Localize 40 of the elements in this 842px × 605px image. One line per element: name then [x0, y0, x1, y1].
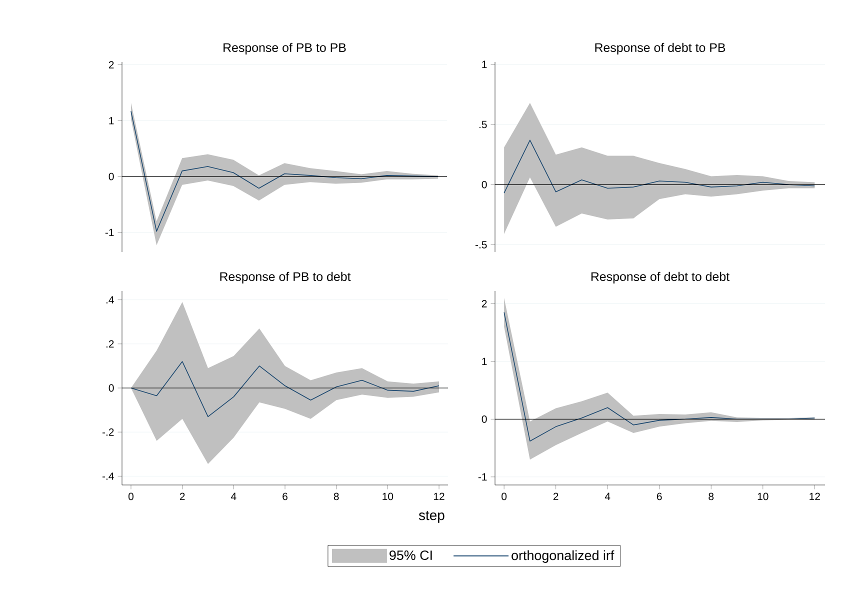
x-tick-label: 10	[758, 492, 768, 500]
chart-title: Response of debt to PB	[595, 42, 726, 54]
x-tick-label: 8	[708, 492, 714, 500]
x-tick-label: 0	[128, 492, 134, 500]
y-tick-label: .5	[479, 120, 487, 128]
x-tick-label: 0	[502, 492, 507, 500]
y-tick-label: .2	[106, 340, 114, 348]
y-tick-label: -.4	[102, 472, 114, 480]
y-tick-label: 1	[482, 60, 487, 68]
y-tick-label: -.2	[102, 428, 114, 436]
x-axis-title: step	[418, 511, 444, 523]
line-series	[130, 361, 440, 418]
y-tick-label: 0	[108, 384, 114, 392]
y-tick-label: 0	[108, 172, 114, 180]
x-tick-label: 2	[180, 492, 185, 500]
y-tick-label: 1	[109, 117, 114, 124]
x-tick-label: 10	[382, 492, 394, 500]
x-tick-label: 8	[334, 492, 339, 500]
chart-title: Response of PB to debt	[220, 272, 351, 284]
x-tick-label: 2	[553, 492, 558, 500]
x-tick-label: 12	[434, 492, 444, 500]
y-tick-label: -1	[105, 228, 114, 236]
y-tick-label: -1	[478, 473, 487, 480]
y-tick-label: 1	[482, 358, 487, 366]
y-tick-label: -.5	[476, 241, 487, 248]
y-tick-label: .4	[106, 296, 114, 304]
chart-title: Response of PB to PB	[224, 42, 346, 54]
x-tick-label: 12	[810, 492, 820, 500]
y-tick-label: 2	[108, 61, 114, 68]
chart-title: Response of debt to debt	[591, 272, 730, 284]
y-tick-label: 0	[482, 415, 487, 423]
x-tick-label: 4	[604, 492, 610, 500]
line-series	[504, 140, 816, 194]
legend-label: orthogonalized irf	[512, 550, 614, 563]
x-tick-label: 6	[656, 492, 662, 500]
y-tick-label: 2	[482, 300, 487, 308]
x-tick-label: 6	[282, 492, 288, 500]
text: 95% CI	[390, 550, 432, 560]
x-tick-label: 4	[230, 492, 236, 500]
y-tick-label: 0	[482, 180, 487, 188]
